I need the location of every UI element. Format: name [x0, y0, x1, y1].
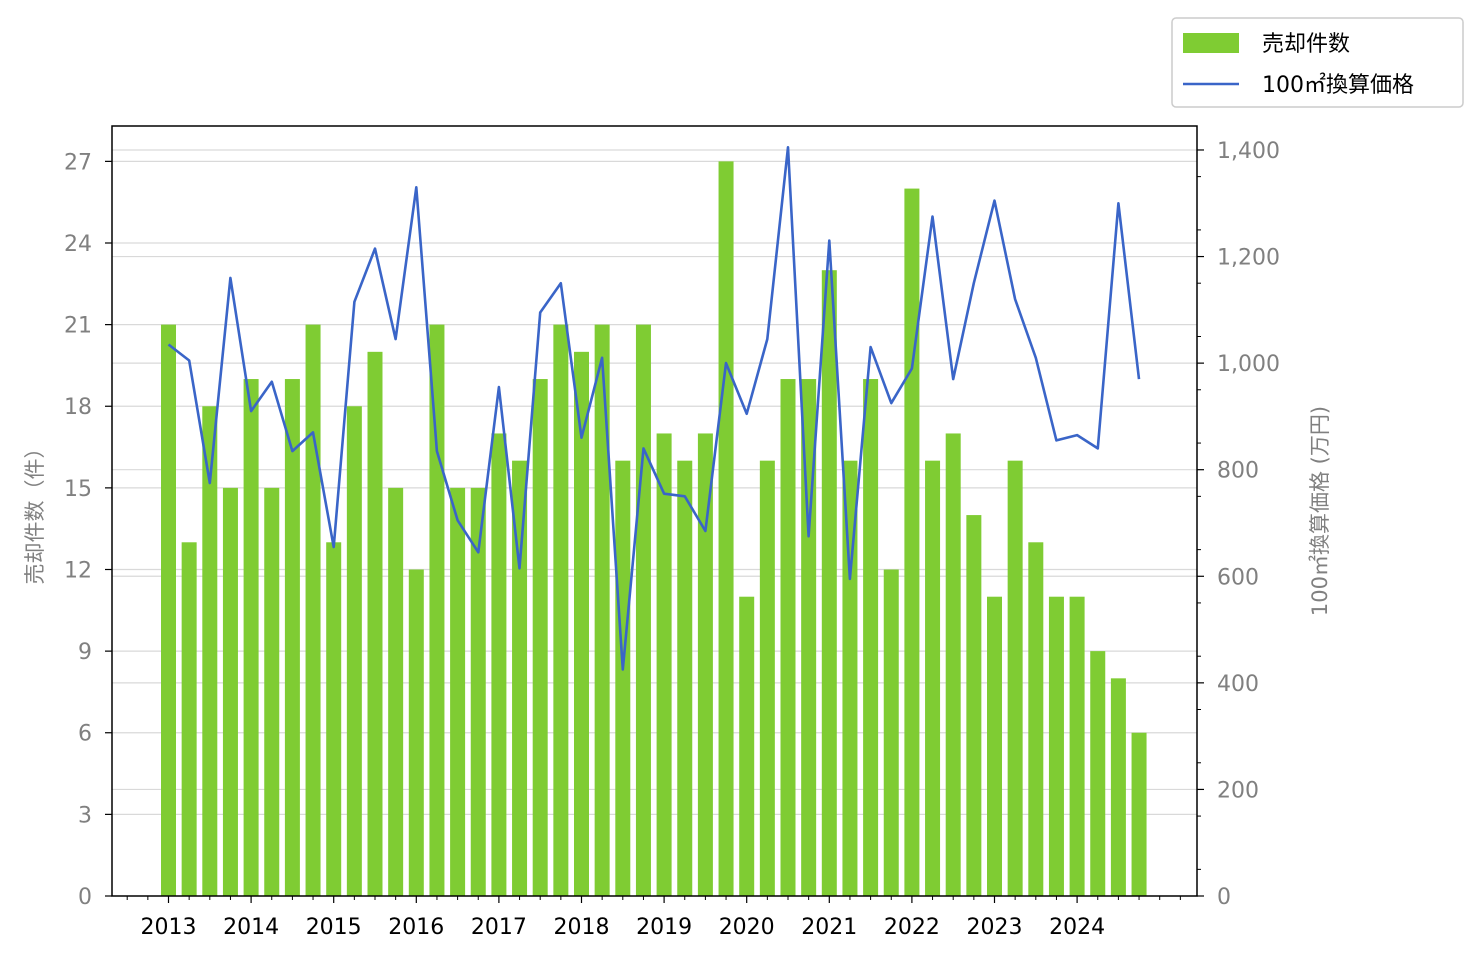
bar-23	[635, 324, 651, 896]
bar-43	[1048, 596, 1064, 896]
right-tick-label-1: 200	[1217, 778, 1259, 803]
bar-19	[553, 324, 569, 896]
left-y-axis: 0 3 6 9 12 15 18 21 24 27	[64, 150, 112, 910]
left-tick-label-6: 18	[64, 395, 92, 420]
left-tick-label-2: 6	[78, 722, 92, 747]
right-tick-label-3: 600	[1217, 565, 1259, 590]
bar-9	[346, 406, 362, 896]
x-tick-label-8: 2021	[801, 915, 857, 940]
bar-1	[181, 542, 197, 896]
price-line-series	[167, 146, 1141, 671]
x-tick-label-7: 2020	[719, 915, 775, 940]
bar-37	[925, 460, 941, 896]
x-tick-label-4: 2017	[471, 915, 527, 940]
left-tick-label-7: 21	[64, 314, 92, 339]
x-tick-label-10: 2023	[967, 915, 1023, 940]
right-tick-label-0: 0	[1217, 885, 1231, 910]
x-axis: 2013 2014 2015 2016 2017 2018 2019 2020 2021 2022…	[126, 896, 1181, 940]
x-tick-label-11: 2024	[1049, 915, 1105, 940]
bar-4	[243, 379, 259, 896]
bar-21	[594, 324, 610, 896]
x-tick-label-2: 2015	[306, 915, 362, 940]
bar-39	[966, 515, 982, 896]
bar-29	[759, 460, 775, 896]
bar-28	[739, 596, 755, 896]
bar-series	[161, 161, 1147, 897]
right-y-axis: 0 200 400 600 800 1,000 1,200 1,400	[1197, 139, 1280, 910]
x-tick-label-0: 2013	[141, 915, 197, 940]
left-tick-label-9: 27	[64, 150, 92, 175]
bar-10	[367, 351, 383, 896]
bar-42	[1028, 542, 1044, 896]
bar-36	[904, 188, 920, 897]
left-tick-label-3: 9	[78, 640, 92, 665]
plot-frame	[111, 125, 1198, 897]
bar-12	[408, 569, 424, 896]
bar-46	[1110, 678, 1126, 896]
bar-0	[161, 324, 176, 896]
left-tick-label-0: 0	[78, 885, 92, 910]
right-tick-label-7: 1,400	[1217, 139, 1280, 164]
bar-30	[780, 379, 796, 896]
left-tick-label-1: 3	[78, 803, 92, 828]
bar-22	[615, 460, 631, 896]
bar-33	[842, 460, 858, 896]
bar-35	[883, 569, 899, 896]
x-tick-label-5: 2018	[554, 915, 610, 940]
x-tick-label-1: 2014	[223, 915, 279, 940]
legend-bar-label: 売却件数	[1262, 32, 1350, 57]
bar-7	[305, 324, 321, 896]
left-tick-label-8: 24	[64, 232, 92, 257]
right-tick-label-4: 800	[1217, 459, 1259, 484]
bar-44	[1069, 596, 1085, 896]
bar-25	[677, 460, 693, 896]
bar-20	[574, 351, 589, 896]
legend-frame	[1171, 17, 1464, 108]
bar-2	[202, 406, 218, 896]
bar-34	[863, 379, 879, 896]
bar-16	[491, 433, 507, 896]
right-tick-label-5: 1,000	[1217, 352, 1280, 377]
bar-31	[801, 379, 817, 896]
x-tick-label-3: 2016	[388, 915, 444, 940]
bar-26	[697, 433, 713, 896]
legend-bar-swatch	[1183, 33, 1239, 53]
bar-15	[470, 487, 486, 896]
bar-14	[450, 487, 466, 896]
bar-5	[264, 487, 280, 896]
bar-18	[532, 379, 548, 896]
legend: 売却件数 100㎡換算価格	[1171, 17, 1464, 108]
left-axis-label: 売却件数（件）	[23, 438, 47, 585]
bar-8	[326, 542, 342, 896]
right-tick-label-6: 1,200	[1217, 246, 1280, 271]
x-tick-label-9: 2022	[884, 915, 940, 940]
x-tick-label-6: 2019	[636, 915, 692, 940]
bar-32	[821, 270, 837, 896]
bar-45	[1090, 651, 1106, 896]
bar-40	[987, 596, 1002, 896]
bar-6	[284, 379, 300, 896]
bar-3	[222, 487, 238, 896]
bar-38	[945, 433, 961, 896]
left-tick-label-5: 15	[64, 477, 92, 502]
bar-47	[1131, 732, 1147, 896]
legend-line-label: 100㎡換算価格	[1262, 72, 1414, 98]
right-tick-label-2: 400	[1217, 672, 1259, 697]
bar-17	[512, 460, 528, 896]
bar-24	[656, 433, 672, 896]
bar-41	[1007, 460, 1023, 896]
bar-11	[388, 487, 404, 896]
left-tick-label-4: 12	[64, 558, 92, 583]
right-axis-label: 100㎡換算価格 (万円)	[1308, 406, 1332, 616]
bar-27	[718, 161, 734, 896]
bar-13	[429, 324, 445, 896]
